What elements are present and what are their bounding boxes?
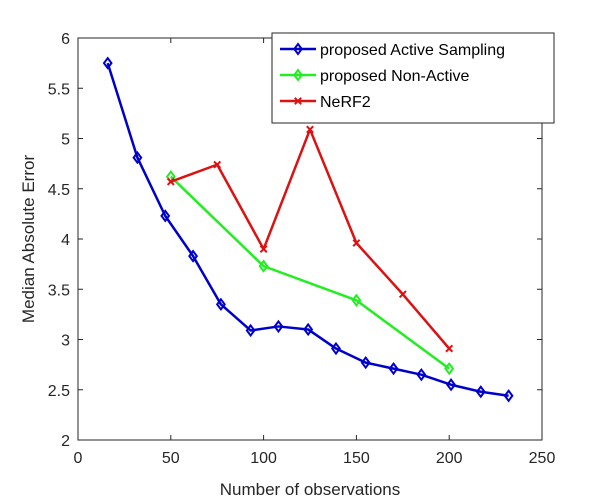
x-tick-label: 100 — [250, 450, 277, 467]
x-marker-stroke — [213, 160, 222, 169]
data-point-proposed-non-active — [258, 259, 269, 273]
legend-box — [271, 32, 555, 124]
data-point-proposed-active-sampling — [273, 319, 284, 334]
x-marker-stroke — [294, 97, 302, 105]
data-point-proposed-active-sampling — [160, 209, 171, 223]
legend-marker — [293, 68, 303, 82]
legend-label: proposed Non-Active — [320, 68, 470, 85]
series-nerf2 — [166, 125, 454, 353]
x-tick-label: 200 — [436, 450, 463, 467]
data-point-nerf2 — [213, 160, 222, 169]
data-point-nerf2 — [445, 344, 454, 353]
x-tick-label: 50 — [162, 450, 180, 467]
data-point-nerf2 — [166, 177, 175, 186]
y-tick-label: 3 — [61, 333, 70, 350]
data-point-proposed-non-active — [444, 361, 455, 376]
data-point-proposed-active-sampling — [475, 385, 486, 399]
data-point-proposed-active-sampling — [360, 355, 371, 370]
axis-ticks: 0 50 100 150 200 250 2 2.5 3 3.5 4 4.5 5 5.5 6 — [48, 31, 556, 467]
x-tick-label: 0 — [74, 450, 83, 467]
legend-label: NeRF2 — [320, 94, 371, 111]
y-tick-label: 5 — [61, 132, 70, 149]
data-point-proposed-active-sampling — [503, 389, 514, 403]
y-tick-label: 2 — [61, 433, 70, 450]
data-point-proposed-active-sampling — [102, 56, 113, 70]
x-marker-stroke — [398, 290, 407, 299]
y-tick-label: 4 — [61, 232, 70, 249]
legend-item-nerf2: NeRF2 — [280, 94, 371, 111]
series-proposed-non-active — [165, 170, 455, 376]
x-marker-stroke — [445, 344, 454, 353]
y-axis-label: Median Absolute Error — [19, 155, 38, 324]
series-proposed-active-sampling — [102, 56, 514, 403]
data-point-proposed-active-sampling — [188, 249, 199, 263]
data-point-proposed-active-sampling — [416, 368, 427, 382]
x-marker-stroke — [166, 177, 175, 186]
legend: proposed Active Sampling proposed Non-Act… — [271, 32, 555, 124]
data-point-nerf2 — [398, 290, 407, 299]
data-point-proposed-active-sampling — [132, 150, 143, 165]
x-axis-label: Number of observations — [220, 480, 400, 499]
legend-item-proposed-active-sampling: proposed Active Sampling — [280, 42, 505, 59]
x-marker-stroke — [306, 125, 314, 134]
x-tick-label: 250 — [529, 450, 556, 467]
y-tick-label: 5.5 — [48, 81, 70, 98]
data-point-proposed-non-active — [351, 293, 362, 307]
data-point-proposed-active-sampling — [446, 378, 457, 392]
y-tick-label: 4.5 — [48, 182, 70, 199]
x-tick-label: 150 — [343, 450, 370, 467]
x-marker-stroke — [352, 239, 361, 247]
data-point-proposed-active-sampling — [303, 322, 314, 337]
legend-marker — [293, 42, 303, 56]
series-layer — [102, 56, 514, 403]
y-tick-label: 6 — [61, 31, 70, 48]
x-marker-stroke — [259, 245, 268, 253]
y-tick-label: 3.5 — [48, 282, 70, 299]
data-point-nerf2 — [259, 245, 268, 253]
legend-item-proposed-non-active: proposed Non-Active — [280, 68, 470, 85]
series-line-proposed-non-active — [169, 175, 450, 370]
legend-marker — [294, 97, 302, 105]
data-point-nerf2 — [306, 125, 314, 134]
legend-label: proposed Active Sampling — [320, 42, 505, 59]
data-point-proposed-active-sampling — [245, 323, 256, 338]
y-tick-label: 2.5 — [48, 383, 70, 400]
series-line-proposed-active-sampling — [106, 62, 509, 398]
data-point-proposed-active-sampling — [388, 361, 399, 376]
data-point-proposed-active-sampling — [330, 341, 341, 356]
data-point-proposed-active-sampling — [215, 297, 226, 311]
data-point-nerf2 — [352, 239, 361, 247]
